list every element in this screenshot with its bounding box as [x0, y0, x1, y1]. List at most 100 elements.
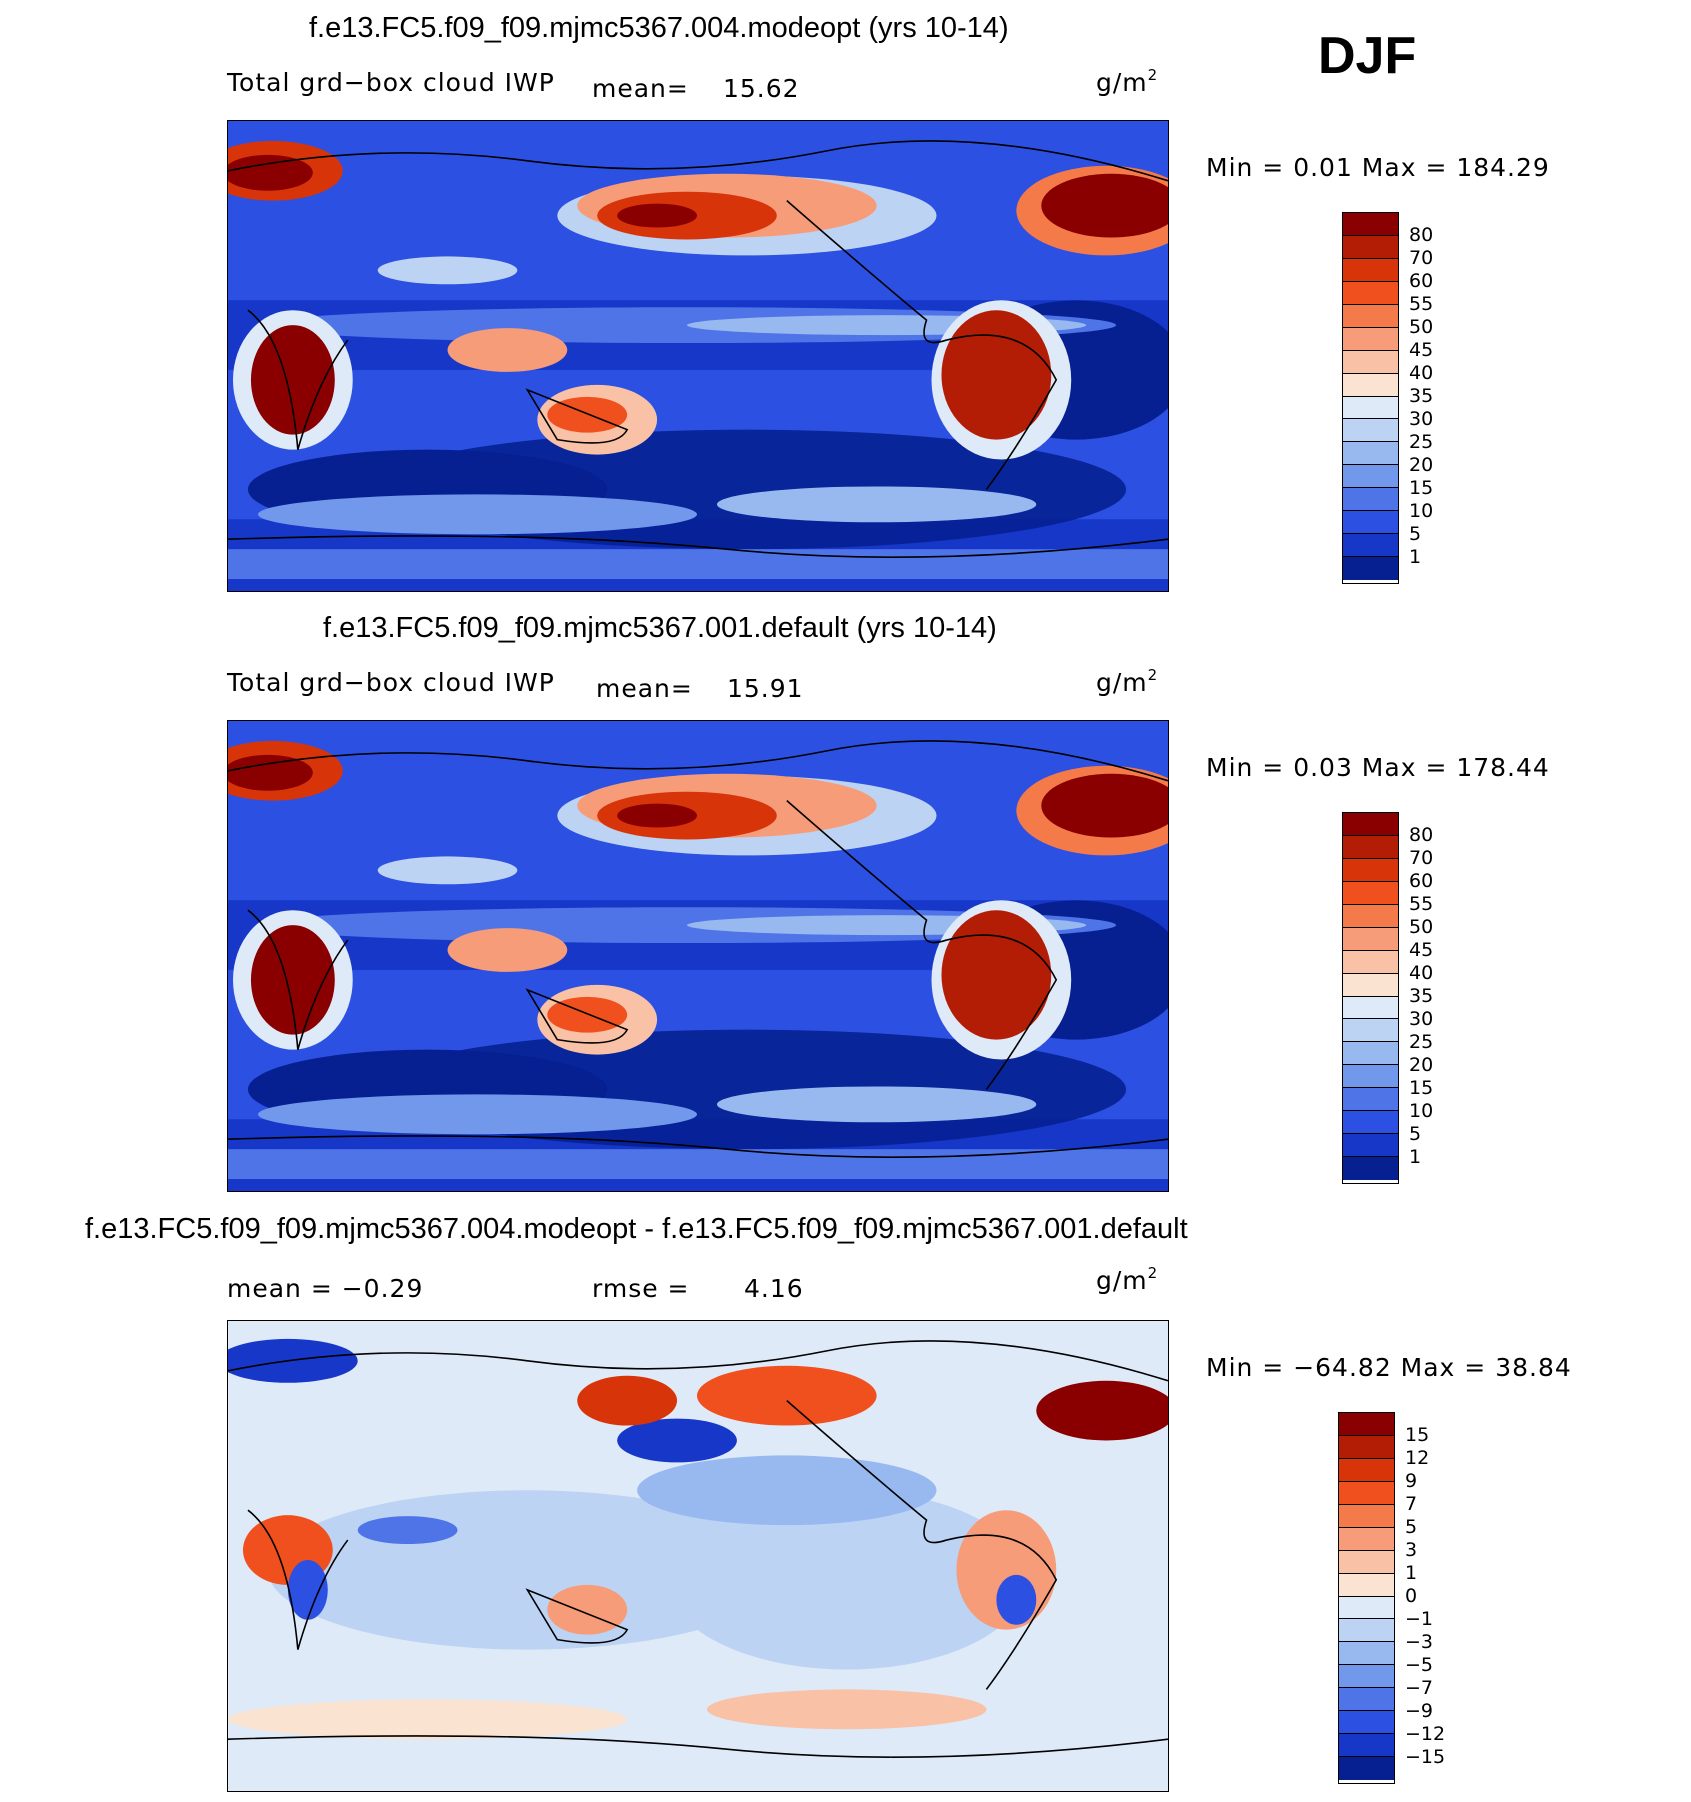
colorbar-cell — [1343, 442, 1398, 466]
panel-3-contour-field — [228, 1321, 1168, 1791]
panel-1-colorbar — [1342, 212, 1399, 584]
colorbar-cell — [1343, 1065, 1398, 1089]
panel-3-map — [227, 1320, 1169, 1792]
panel-2-units: g/m2 — [1096, 666, 1159, 697]
colorbar-cell — [1339, 1527, 1394, 1551]
colorbar-tick-label: 80 — [1409, 224, 1434, 247]
colorbar-cell — [1339, 1688, 1394, 1712]
colorbar-cell — [1343, 1042, 1398, 1066]
colorbar-tick-label: −3 — [1405, 1630, 1434, 1653]
colorbar-tick-label: −1 — [1405, 1607, 1434, 1630]
colorbar-tick-label: 12 — [1405, 1447, 1430, 1470]
colorbar-tick-label: 20 — [1409, 1053, 1434, 1076]
colorbar-tick-label: 30 — [1409, 407, 1434, 430]
colorbar-cell — [1343, 1111, 1398, 1135]
colorbar-tick-label: 3 — [1405, 1539, 1418, 1562]
colorbar-cell — [1343, 465, 1398, 489]
panel-1-variable-label: Total grd−box cloud IWP — [227, 68, 555, 97]
colorbar-cell — [1343, 1088, 1398, 1112]
colorbar-cell — [1343, 1134, 1398, 1158]
colorbar-tick-label: 60 — [1409, 870, 1434, 893]
panel-1-mean-value: 15.62 — [723, 74, 800, 103]
panel-2-mean-value: 15.91 — [727, 674, 804, 703]
panel-3-mean: mean = −0.29 — [227, 1274, 424, 1303]
colorbar-tick-label: 45 — [1409, 939, 1434, 962]
colorbar-tick-label: 50 — [1409, 316, 1434, 339]
colorbar-cell — [1343, 904, 1398, 928]
colorbar-cell — [1339, 1665, 1394, 1689]
panel-3-rmse-value: 4.16 — [744, 1274, 804, 1303]
colorbar-cell — [1343, 881, 1398, 905]
colorbar-tick-label: 35 — [1409, 385, 1434, 407]
colorbar-cell — [1339, 1734, 1394, 1758]
colorbar-cell — [1339, 1413, 1394, 1436]
colorbar-cell — [1339, 1550, 1394, 1574]
colorbar-tick-label: 20 — [1409, 453, 1434, 476]
colorbar-tick-label: −12 — [1405, 1722, 1446, 1745]
colorbar-tick-label: 1 — [1405, 1562, 1418, 1585]
colorbar-tick-label: 5 — [1409, 1122, 1422, 1145]
colorbar-cell — [1343, 835, 1398, 859]
panel-1-title: f.e13.FC5.f09_f09.mjmc5367.004.modeopt (… — [309, 12, 1009, 44]
colorbar-cell — [1343, 396, 1398, 420]
colorbar-tick-label: 60 — [1409, 270, 1434, 293]
panel-3-units: g/m2 — [1096, 1264, 1159, 1295]
colorbar-tick-label: 9 — [1405, 1470, 1418, 1493]
panel-3-rmse-label: rmse = — [592, 1274, 690, 1303]
panel-1-mean-label: mean= — [592, 74, 689, 103]
colorbar-cell — [1339, 1504, 1394, 1528]
colorbar-tick-label: 50 — [1409, 916, 1434, 939]
colorbar-cell — [1339, 1435, 1394, 1459]
colorbar-cell — [1343, 350, 1398, 374]
colorbar-tick-label: 5 — [1405, 1516, 1418, 1539]
colorbar-tick-label: 25 — [1409, 430, 1434, 453]
colorbar-tick-label: 10 — [1409, 499, 1434, 522]
colorbar-tick-label: 15 — [1409, 1076, 1434, 1099]
colorbar-tick-label: 80 — [1409, 824, 1434, 847]
colorbar-cell — [1343, 511, 1398, 535]
season-label: DJF — [1318, 27, 1417, 85]
colorbar-tick-label: 35 — [1409, 985, 1434, 1007]
colorbar-cell — [1343, 373, 1398, 397]
panel-3-colorbar — [1338, 1412, 1395, 1784]
colorbar-cell — [1343, 419, 1398, 443]
colorbar-tick-label: 15 — [1405, 1424, 1430, 1447]
colorbar-tick-label: 15 — [1409, 476, 1434, 499]
panel-2-mean-label: mean= — [596, 674, 693, 703]
colorbar-tick-label: 45 — [1409, 339, 1434, 362]
colorbar-cell — [1343, 927, 1398, 951]
panel-1-map — [227, 120, 1169, 592]
colorbar-cell — [1339, 1619, 1394, 1643]
colorbar-cell — [1339, 1596, 1394, 1620]
panel-2-map — [227, 720, 1169, 1192]
colorbar-tick-label: 70 — [1409, 847, 1434, 870]
colorbar-cell — [1343, 327, 1398, 351]
colorbar-tick-label: −9 — [1405, 1699, 1434, 1722]
colorbar-cell — [1339, 1711, 1394, 1735]
colorbar-cell — [1343, 304, 1398, 328]
colorbar-cell — [1343, 858, 1398, 882]
colorbar-cell — [1343, 281, 1398, 305]
panel-2-variable-label: Total grd−box cloud IWP — [227, 668, 555, 697]
panel-1-minmax: Min = 0.01 Max = 184.29 — [1206, 153, 1550, 182]
colorbar-cell — [1343, 973, 1398, 997]
panel-2-colorbar — [1342, 812, 1399, 1184]
panel-3-minmax: Min = −64.82 Max = 38.84 — [1206, 1353, 1572, 1382]
colorbar-tick-label: 40 — [1409, 362, 1434, 385]
colorbar-cell — [1343, 813, 1398, 836]
colorbar-cell — [1343, 1157, 1398, 1180]
colorbar-cell — [1339, 1573, 1394, 1597]
colorbar-cell — [1343, 534, 1398, 558]
colorbar-cell — [1343, 557, 1398, 580]
colorbar-tick-label: 7 — [1405, 1493, 1418, 1516]
colorbar-tick-label: −15 — [1405, 1745, 1446, 1768]
colorbar-tick-label: 25 — [1409, 1030, 1434, 1053]
colorbar-tick-label: −7 — [1405, 1676, 1434, 1699]
colorbar-cell — [1343, 213, 1398, 236]
panel-2-title: f.e13.FC5.f09_f09.mjmc5367.001.default (… — [323, 612, 997, 644]
colorbar-cell — [1343, 488, 1398, 512]
colorbar-cell — [1343, 1019, 1398, 1043]
colorbar-tick-label: 70 — [1409, 247, 1434, 270]
colorbar-cell — [1339, 1642, 1394, 1666]
colorbar-tick-label: 5 — [1409, 522, 1422, 545]
